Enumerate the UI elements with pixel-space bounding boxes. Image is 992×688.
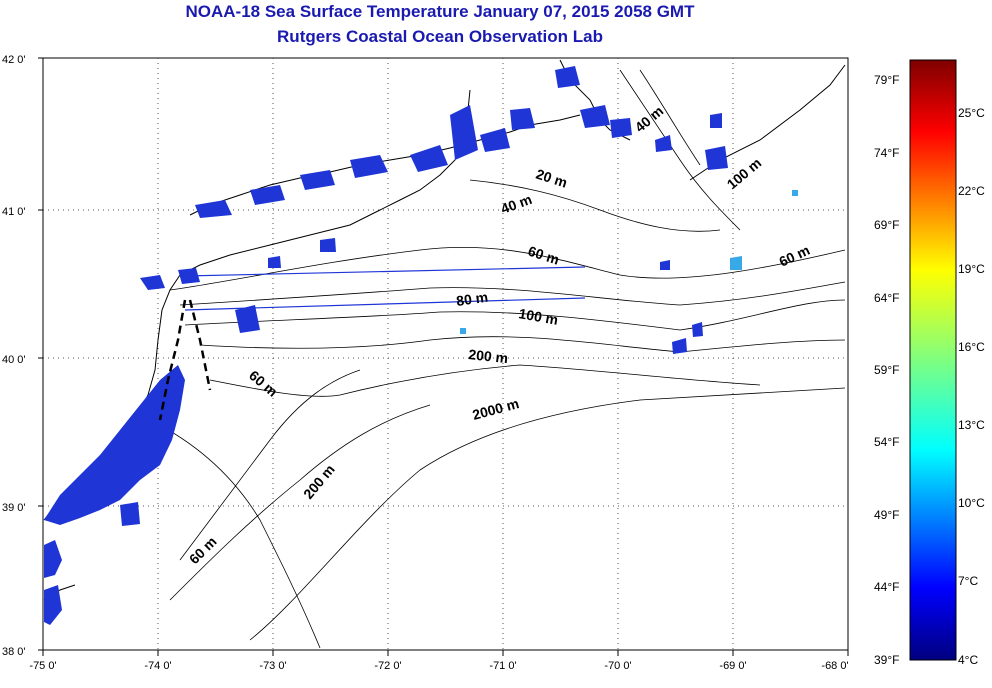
lon-axis: -75 0' -74 0' -73 0' -72 0' -71 0' -70 0… (29, 650, 849, 672)
map-title: NOAA-18 Sea Surface Temperature January … (185, 2, 695, 21)
contour-label: 80 m (455, 289, 489, 309)
lat-tick-label: 42 0' (2, 54, 26, 66)
colorbar-f-label: 79°F (874, 73, 900, 87)
colorbar (909, 59, 957, 661)
lon-tick-label: -71 0' (489, 660, 516, 672)
colorbar-f-label: 49°F (874, 508, 900, 522)
graticule (43, 58, 848, 650)
lat-axis: 42 0' 41 0' 40 0' 39 0' 38 0' (2, 54, 43, 658)
lon-tick-label: -68 0' (821, 660, 848, 672)
lon-tick-label: -72 0' (374, 660, 401, 672)
colorbar-c-label: 19°C (958, 262, 985, 276)
colorbar-c-label: 7°C (958, 574, 979, 588)
lon-tick-label: -75 0' (29, 660, 56, 672)
section-lines (184, 266, 586, 311)
bathymetry-contours (149, 69, 846, 649)
colorbar-f-label: 59°F (874, 363, 900, 377)
dashed-transect (188, 299, 212, 391)
lat-tick-label: 41 0' (2, 206, 26, 218)
contour-label: 100 m (517, 305, 559, 328)
contour-label: 200 m (468, 346, 509, 366)
colorbar-c-label: 16°C (958, 340, 985, 354)
lat-tick-label: 40 0' (2, 354, 26, 366)
colorbar-f-label: 69°F (874, 218, 900, 232)
colorbar-f-label: 74°F (874, 146, 900, 160)
colorbar-c-label: 10°C (958, 496, 985, 510)
lon-tick-label: -74 0' (144, 660, 171, 672)
colorbar-c-label: 22°C (958, 184, 985, 198)
lon-tick-label: -70 0' (604, 660, 631, 672)
lon-tick-label: -73 0' (259, 660, 286, 672)
map-frame (42, 57, 849, 651)
colorbar-c-label: 25°C (958, 106, 985, 120)
sst-data-pixels (44, 66, 798, 625)
colorbar-f-label: 54°F (874, 435, 900, 449)
colorbar-f-label: 44°F (874, 580, 900, 594)
map-subtitle: Rutgers Coastal Ocean Observation Lab (277, 27, 603, 46)
dashed-transect (158, 299, 187, 421)
lon-tick-label: -69 0' (719, 660, 746, 672)
colorbar-c-label: 13°C (958, 418, 985, 432)
colorbar-c-label: 4°C (958, 653, 979, 667)
colorbar-f-label: 64°F (874, 291, 900, 305)
lat-tick-label: 38 0' (2, 646, 26, 658)
colorbar-f-label: 39°F (874, 653, 900, 667)
lat-tick-label: 39 0' (2, 502, 26, 514)
